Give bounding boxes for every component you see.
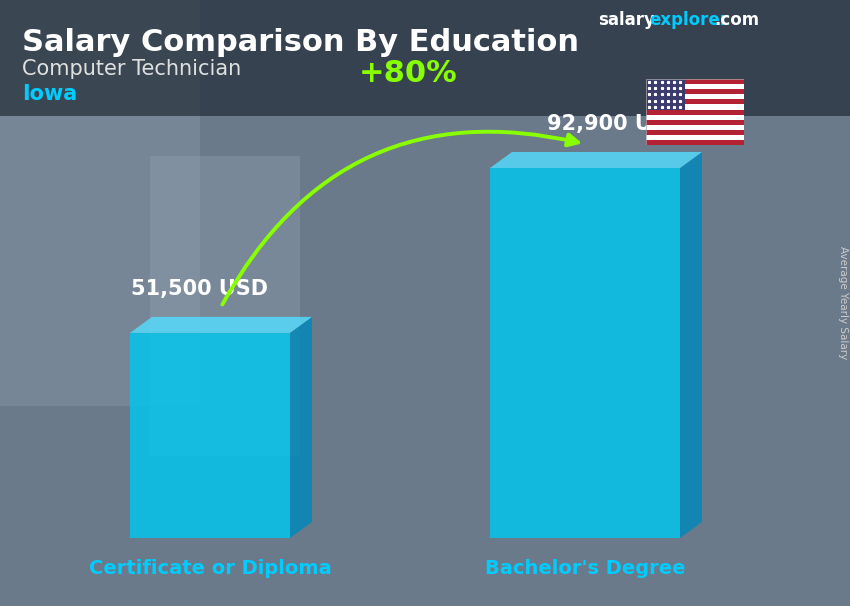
Polygon shape — [290, 317, 312, 538]
Text: .com: .com — [714, 11, 759, 29]
Text: 92,900 USD: 92,900 USD — [547, 114, 684, 134]
Bar — [646, 84, 744, 89]
Polygon shape — [130, 317, 312, 333]
Bar — [646, 120, 744, 125]
Bar — [646, 104, 744, 110]
Text: salary: salary — [598, 11, 654, 29]
Bar — [150, 156, 300, 456]
Polygon shape — [130, 333, 290, 538]
Text: +80%: +80% — [359, 59, 457, 88]
Bar — [646, 79, 744, 84]
Bar — [646, 99, 744, 104]
Polygon shape — [680, 152, 702, 538]
Bar — [0, 0, 850, 116]
Bar — [646, 115, 744, 120]
Text: Salary Comparison By Education: Salary Comparison By Education — [22, 28, 579, 57]
Bar — [646, 141, 744, 145]
Polygon shape — [490, 152, 702, 168]
Text: Average Yearly Salary: Average Yearly Salary — [838, 247, 848, 359]
Text: 51,500 USD: 51,500 USD — [132, 279, 269, 299]
Bar — [0, 0, 200, 406]
Bar — [646, 110, 744, 115]
Text: explorer: explorer — [649, 11, 728, 29]
Text: Bachelor's Degree: Bachelor's Degree — [484, 559, 685, 578]
Bar — [646, 89, 744, 94]
Bar — [646, 79, 685, 110]
Polygon shape — [490, 168, 680, 538]
Bar — [646, 94, 744, 99]
Text: Computer Technician: Computer Technician — [22, 59, 241, 79]
Text: Certificate or Diploma: Certificate or Diploma — [88, 559, 332, 578]
Text: Iowa: Iowa — [22, 84, 77, 104]
Bar — [646, 125, 744, 130]
Bar — [646, 130, 744, 135]
Bar — [646, 135, 744, 141]
